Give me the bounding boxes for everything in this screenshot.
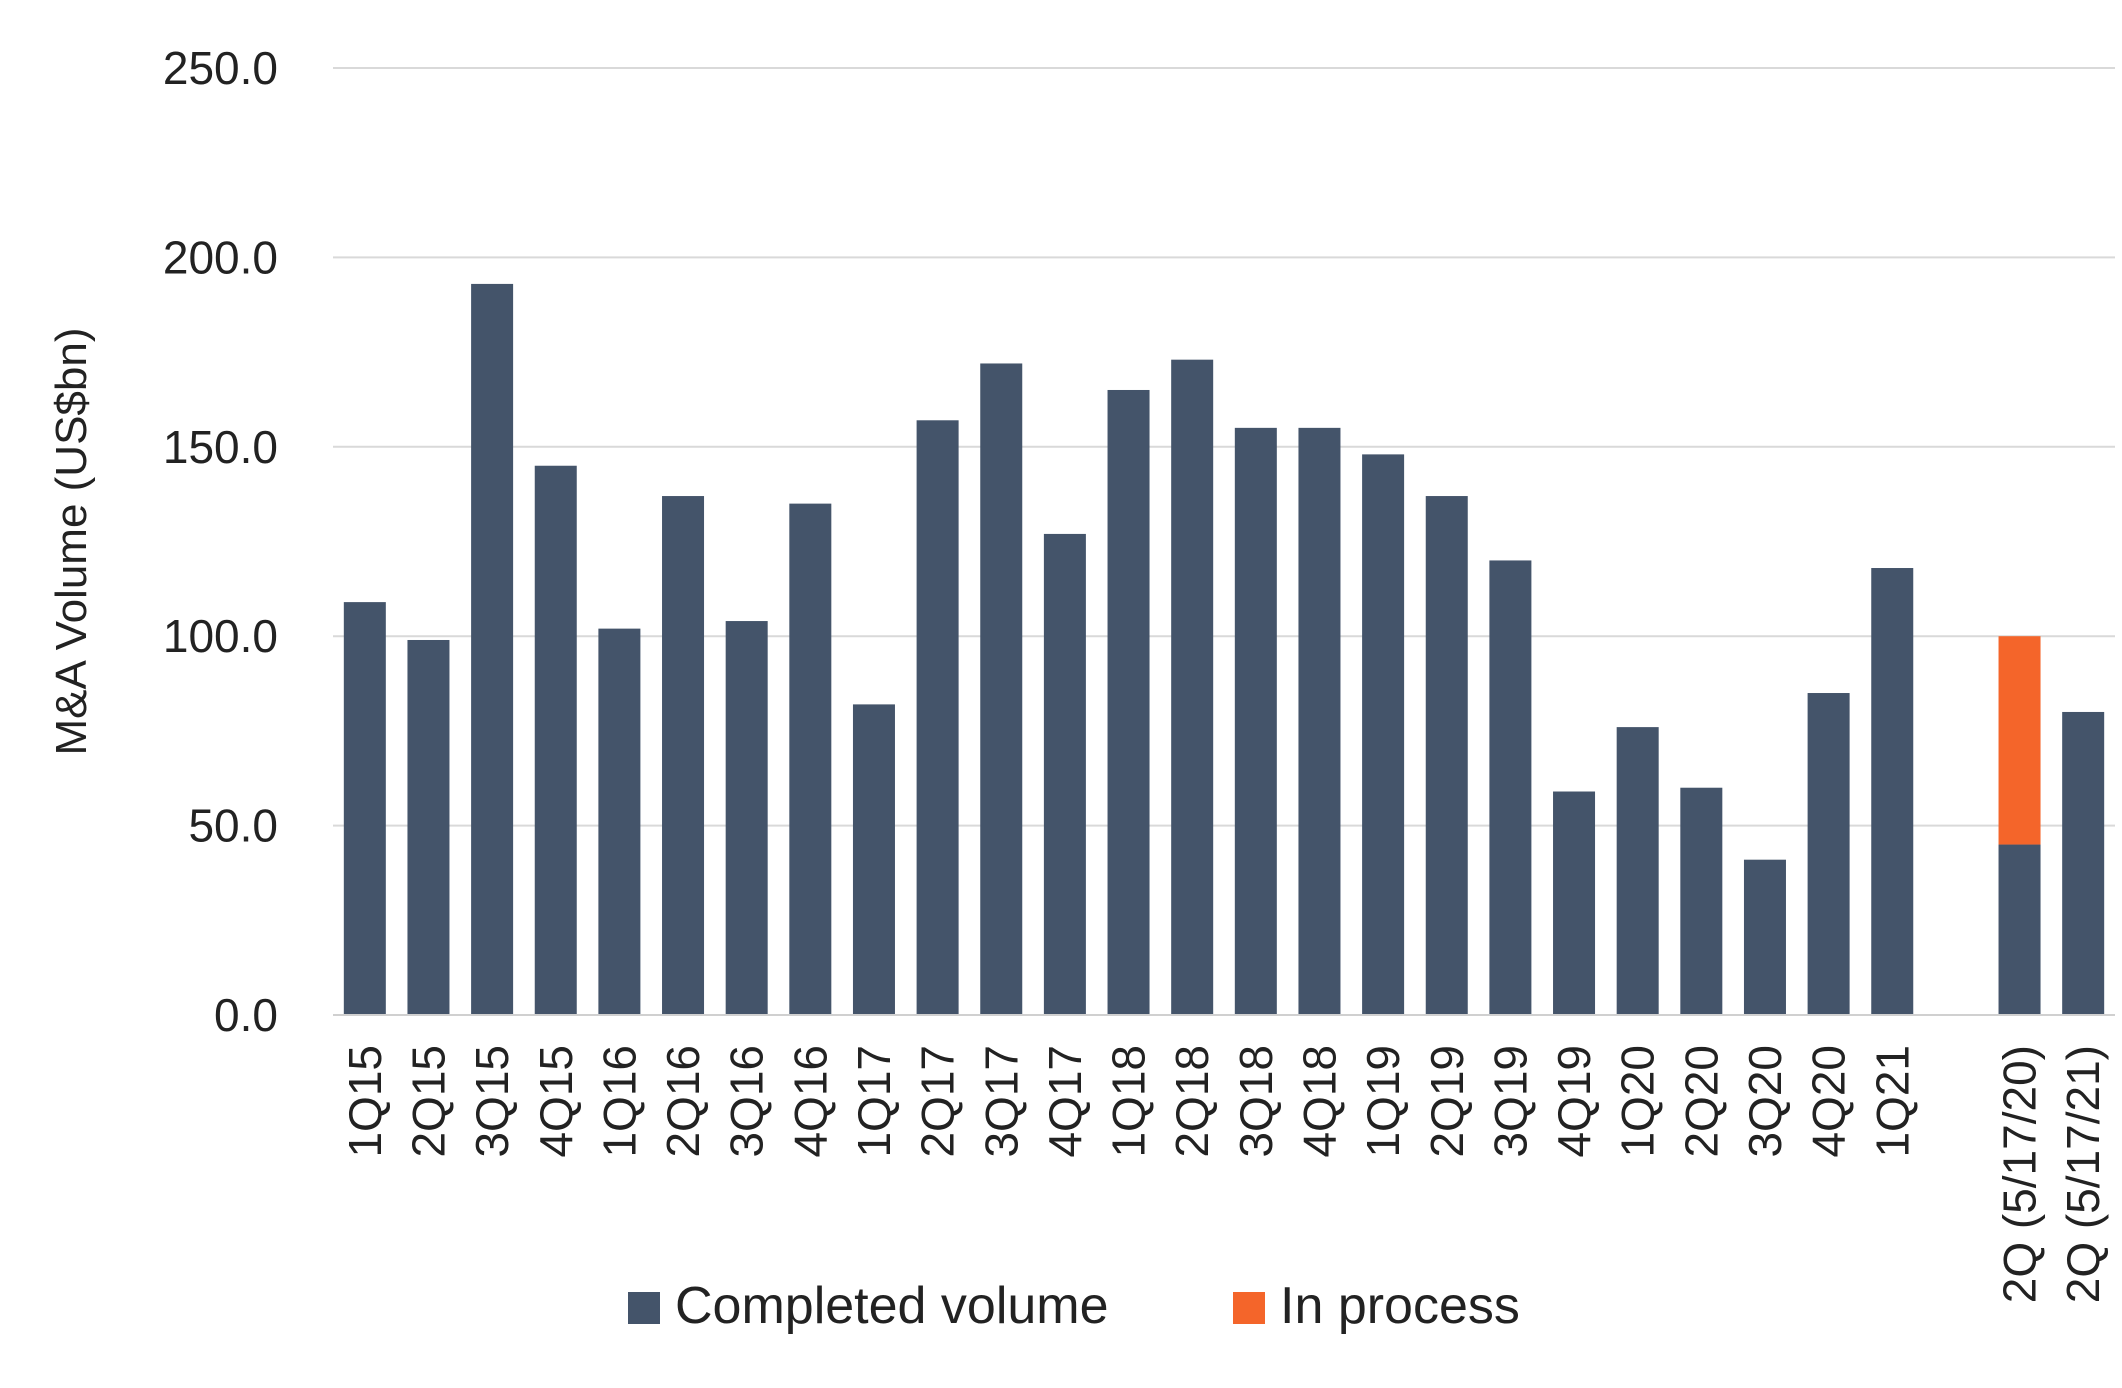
- y-axis-title: M&A Volume (US$bn): [47, 328, 96, 756]
- x-tick-label: 4Q16: [784, 1045, 836, 1158]
- x-tick-label: 3Q17: [975, 1045, 1027, 1158]
- x-tick-label: 3Q15: [466, 1045, 518, 1158]
- x-tick-label: 3Q19: [1484, 1045, 1536, 1158]
- x-tick-label: 4Q17: [1039, 1045, 1091, 1158]
- y-tick-label: 0.0: [214, 989, 278, 1041]
- bar-completed-volume: [1998, 844, 2041, 1015]
- x-tick-label: 1Q19: [1357, 1045, 1409, 1158]
- bar-completed-volume: [343, 602, 386, 1015]
- legend-label: In process: [1280, 1277, 1520, 1335]
- x-tick-label: 2Q20: [1675, 1045, 1727, 1158]
- x-tick-label: 1Q20: [1612, 1045, 1664, 1158]
- x-tick-label: 2Q18: [1166, 1045, 1218, 1158]
- bar-completed-volume: [1362, 454, 1405, 1016]
- x-tick-label: 1Q21: [1866, 1045, 1918, 1158]
- legend: Completed volume In process: [628, 1277, 1520, 1335]
- x-tick-label: 3Q16: [721, 1045, 773, 1158]
- bar-completed-volume: [1553, 791, 1596, 1015]
- bar-completed-volume: [1107, 389, 1150, 1016]
- bar-completed-volume: [725, 621, 768, 1015]
- bar-completed-volume: [789, 503, 832, 1015]
- bar-completed-volume: [1171, 359, 1214, 1015]
- y-axis-ticks: 0.0 50.0 100.0 150.0 200.0 250.0: [163, 42, 278, 1041]
- x-tick-label: 4Q18: [1293, 1045, 1345, 1158]
- x-tick-label: 4Q15: [530, 1045, 582, 1158]
- bar-completed-volume: [852, 704, 895, 1015]
- y-tick-label: 100.0: [163, 610, 278, 662]
- bar-completed-volume: [1425, 496, 1468, 1015]
- x-tick-label: 2Q19: [1421, 1045, 1473, 1158]
- bar-completed-volume: [2062, 711, 2105, 1015]
- x-tick-label: 2Q17: [912, 1045, 964, 1158]
- bar-completed-volume: [662, 496, 705, 1015]
- y-tick-label: 200.0: [163, 231, 278, 283]
- x-tick-label: 2Q15: [402, 1045, 454, 1158]
- x-tick-label: 1Q15: [339, 1045, 391, 1158]
- bar-completed-volume: [1680, 787, 1723, 1015]
- bars: [343, 283, 2105, 1016]
- bar-completed-volume: [1234, 427, 1277, 1015]
- bar-completed-volume: [1871, 568, 1914, 1015]
- bar-completed-volume: [1616, 727, 1659, 1015]
- x-tick-label: 2Q (5/17/20): [1994, 1045, 2046, 1303]
- legend-label: Completed volume: [675, 1277, 1109, 1335]
- legend-swatch: [628, 1292, 660, 1324]
- x-tick-label: 1Q17: [848, 1045, 900, 1158]
- bar-completed-volume: [534, 465, 577, 1015]
- x-tick-label: 2Q16: [657, 1045, 709, 1158]
- bar-in-process: [1998, 636, 2041, 845]
- y-tick-label: 150.0: [163, 421, 278, 473]
- x-tick-label: 4Q20: [1803, 1045, 1855, 1158]
- bar-completed-volume: [916, 420, 959, 1015]
- bar-completed-volume: [1043, 533, 1086, 1015]
- bar-completed-volume: [1298, 427, 1341, 1015]
- x-axis-labels: 1Q15 2Q15 3Q15 4Q15 1Q16 2Q16 3Q16 4Q16 1Q17 2Q17…: [339, 1045, 2109, 1303]
- x-tick-label: 3Q18: [1230, 1045, 1282, 1158]
- bar-completed-volume: [471, 283, 514, 1015]
- legend-swatch: [1233, 1292, 1265, 1324]
- bar-completed-volume: [1743, 859, 1786, 1015]
- x-tick-label: 1Q18: [1103, 1045, 1155, 1158]
- x-tick-label: 1Q16: [593, 1045, 645, 1158]
- bar-completed-volume: [1807, 693, 1850, 1015]
- y-tick-label: 50.0: [188, 800, 278, 852]
- bar-completed-volume: [1489, 560, 1532, 1015]
- bar-completed-volume: [980, 363, 1023, 1015]
- bar-completed-volume: [598, 628, 641, 1015]
- bar-completed-volume: [407, 639, 450, 1015]
- x-tick-label: 3Q20: [1739, 1045, 1791, 1158]
- x-tick-label: 4Q19: [1548, 1045, 1600, 1158]
- x-tick-label: 2Q (5/17/21): [2057, 1045, 2109, 1303]
- y-tick-label: 250.0: [163, 42, 278, 94]
